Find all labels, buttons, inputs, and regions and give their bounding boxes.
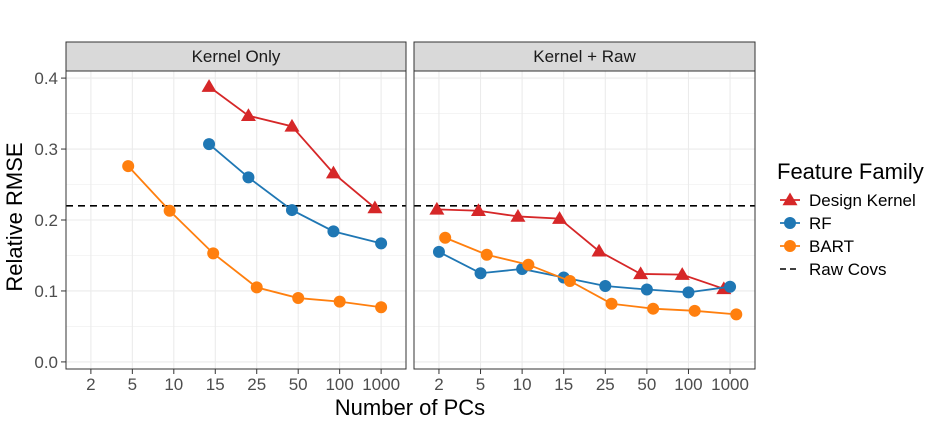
data-point-circle: [333, 295, 346, 308]
data-point-circle: [730, 308, 743, 321]
legend-item-design-kernel: Design Kernel: [780, 191, 916, 210]
legend-item-bart: BART: [780, 237, 854, 256]
legend-item-rf: RF: [780, 214, 832, 233]
y-tick-label: 0.1: [34, 282, 58, 301]
y-tick-label: 0.3: [34, 140, 58, 159]
series-bart: [439, 231, 743, 321]
data-point-circle: [640, 283, 653, 296]
data-point-circle: [647, 302, 660, 315]
x-axis-title: Number of PCs: [335, 395, 485, 420]
series-rf: [432, 245, 737, 299]
x-tick-label: 100: [674, 375, 702, 394]
legend-label: Design Kernel: [809, 191, 916, 210]
data-point-circle: [327, 225, 340, 238]
legend-label: BART: [809, 237, 854, 256]
legend-label: RF: [809, 214, 832, 233]
x-tick-label: 10: [164, 375, 183, 394]
x-tick-label: 15: [554, 375, 573, 394]
x-tick-label: 15: [206, 375, 225, 394]
data-point-triangle: [470, 203, 486, 217]
x-tick-label: 1000: [711, 375, 749, 394]
data-point-circle: [242, 171, 255, 184]
data-point-triangle: [201, 79, 217, 92]
x-tick-label: 100: [325, 375, 353, 394]
x-tick-label: 2: [434, 375, 443, 394]
series-bart: [122, 160, 388, 314]
data-point-circle: [285, 204, 298, 217]
data-point-circle: [292, 292, 305, 305]
data-point-triangle: [591, 243, 607, 257]
series-line: [444, 236, 737, 316]
data-point-circle: [682, 286, 695, 299]
data-point-circle: [480, 248, 493, 261]
data-point-circle: [207, 247, 220, 260]
x-tick-label: 50: [289, 375, 308, 394]
series-rf: [203, 138, 388, 250]
data-point-circle: [599, 279, 612, 292]
data-point-circle: [432, 245, 445, 258]
series-design-kernel: [201, 79, 383, 214]
data-point-triangle: [552, 211, 568, 224]
data-point-circle: [474, 267, 487, 280]
data-point-triangle: [240, 108, 256, 121]
panel-title: Kernel + Raw: [533, 47, 636, 66]
x-tick-label: 5: [128, 375, 137, 394]
y-tick-label: 0.0: [34, 353, 58, 372]
legend-key-triangle: [782, 192, 798, 206]
y-tick-label: 0.2: [34, 211, 58, 230]
panel-title: Kernel Only: [192, 47, 281, 66]
panel-border: [413, 70, 756, 370]
data-point-circle: [522, 258, 535, 271]
panel-strip: [65, 41, 407, 72]
series-line: [436, 208, 725, 290]
data-point-triangle: [633, 266, 649, 280]
data-point-circle: [250, 281, 263, 294]
data-point-triangle: [284, 118, 300, 132]
data-point-circle: [122, 160, 135, 173]
x-tick-label: 10: [513, 375, 532, 394]
data-point-circle: [724, 280, 737, 293]
legend-label: Raw Covs: [809, 260, 886, 279]
data-point-circle: [688, 304, 701, 317]
legend-title: Feature Family: [777, 159, 924, 184]
data-point-circle: [375, 301, 388, 314]
legend: Feature Family Design Kernel RF BART Raw Co…: [777, 159, 924, 279]
data-point-circle: [203, 138, 216, 151]
data-point-circle: [163, 204, 176, 217]
series-line: [438, 251, 731, 294]
data-point-triangle: [510, 208, 526, 222]
y-axis-title: Relative RMSE: [2, 142, 27, 291]
panel-strip: [413, 41, 756, 72]
x-tick-label: 1000: [362, 375, 400, 394]
x-tick-label: 50: [637, 375, 656, 394]
data-point-circle: [439, 231, 452, 244]
legend-key-circle: [784, 217, 796, 229]
data-point-triangle: [367, 200, 383, 214]
data-point-circle: [605, 297, 618, 310]
legend-key-circle: [784, 240, 796, 252]
data-point-circle: [375, 237, 388, 250]
data-point-triangle: [325, 165, 341, 179]
x-tick-label: 2: [86, 375, 95, 394]
data-point-circle: [563, 275, 576, 288]
y-tick-label: 0.4: [34, 69, 58, 88]
x-tick-label: 5: [476, 375, 485, 394]
data-point-triangle: [674, 267, 690, 280]
data-point-triangle: [429, 201, 445, 215]
x-tick-label: 25: [596, 375, 615, 394]
x-tick-label: 25: [247, 375, 266, 394]
legend-item-raw-covs: Raw Covs: [780, 260, 886, 279]
